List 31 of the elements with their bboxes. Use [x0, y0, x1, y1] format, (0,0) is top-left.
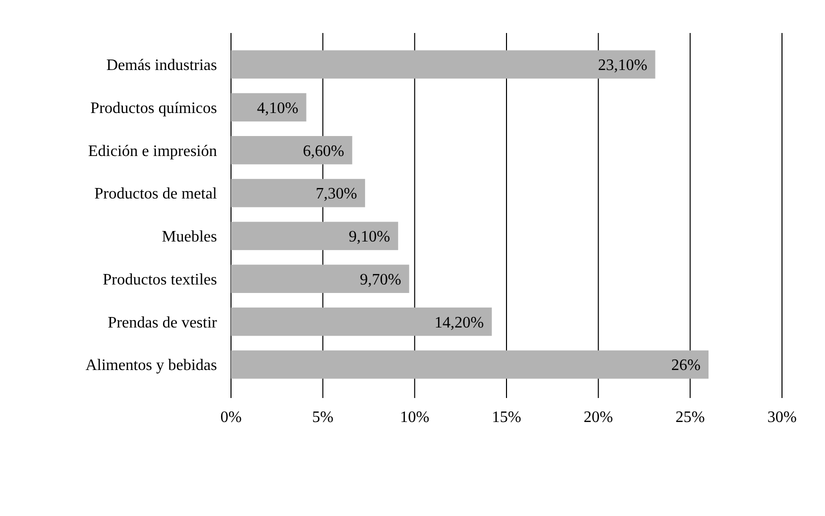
bar: [231, 264, 410, 293]
y-tick-label: Edición e impresión: [88, 142, 217, 160]
bar: [231, 308, 492, 336]
x-tick-label: 5%: [312, 409, 334, 426]
x-tick-label: 30%: [767, 409, 797, 426]
bar: [231, 50, 656, 79]
data-label: 4,10%: [256, 100, 298, 117]
bar: [231, 178, 366, 208]
data-label: 6,60%: [302, 142, 344, 160]
y-tick-label: Prendas de vestir: [108, 314, 218, 332]
bar: [231, 93, 306, 122]
y-tick-label: Productos químicos: [90, 100, 217, 117]
y-tick-label: Alimentos y bebidas: [85, 357, 217, 374]
y-tick-label: Productos de metal: [94, 186, 218, 203]
y-tick-label: Demás industrias: [106, 57, 217, 74]
data-label: 9,70%: [360, 271, 402, 288]
bar: [231, 136, 352, 164]
x-tick-label: 15%: [492, 409, 522, 426]
y-tick-label: Productos textiles: [102, 271, 217, 288]
data-label: 23,10%: [598, 57, 648, 74]
bar: [231, 350, 709, 379]
data-label: 26%: [671, 357, 701, 374]
data-label: 14,20%: [434, 314, 484, 332]
x-tick-label: 10%: [400, 409, 430, 426]
x-tick-label: 0%: [220, 409, 242, 426]
bar: [231, 222, 398, 250]
y-tick-label: Muebles: [162, 228, 217, 246]
x-tick-label: 20%: [584, 409, 613, 426]
data-label: 9,10%: [348, 228, 390, 246]
x-tick-label: 25%: [676, 409, 705, 426]
data-label: 7,30%: [316, 186, 358, 203]
